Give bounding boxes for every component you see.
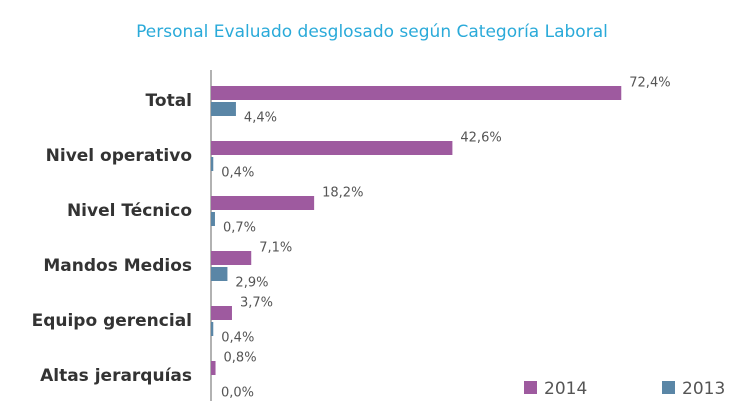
value-label: 42,6% [460,131,501,146]
legend-label: 2014 [544,379,587,399]
bar [211,102,236,116]
category-label: Total [146,91,192,111]
category-label: Equipo gerencial [32,311,192,331]
legend-swatch [524,381,537,394]
category-label: Nivel Técnico [67,201,192,221]
bar [211,86,622,100]
value-label: 0,8% [224,351,257,366]
value-label: 0,7% [223,221,256,236]
legend-label: 2013 [682,379,725,399]
value-label: 4,4% [244,111,277,126]
value-label: 18,2% [322,186,363,201]
bar [211,212,215,226]
bar [211,141,453,155]
value-label: 3,7% [240,296,273,311]
bar [211,306,232,320]
value-label: 72,4% [629,76,670,91]
value-label: 0,4% [221,166,254,181]
legend-swatch [662,381,675,394]
value-label: 2,9% [235,276,268,291]
bar [211,196,315,210]
category-label: Altas jerarquías [40,366,192,386]
bar [211,157,214,171]
bar [211,267,228,281]
bar [211,361,216,375]
category-label: Mandos Medios [43,256,192,276]
value-label: 0,4% [221,331,254,346]
bar [211,251,252,265]
value-label: 7,1% [259,241,292,256]
bar [211,322,214,336]
value-label: 0,0% [221,386,254,401]
category-label: Nivel operativo [46,146,192,166]
chart-title: Personal Evaluado desglosado según Categ… [136,22,608,42]
